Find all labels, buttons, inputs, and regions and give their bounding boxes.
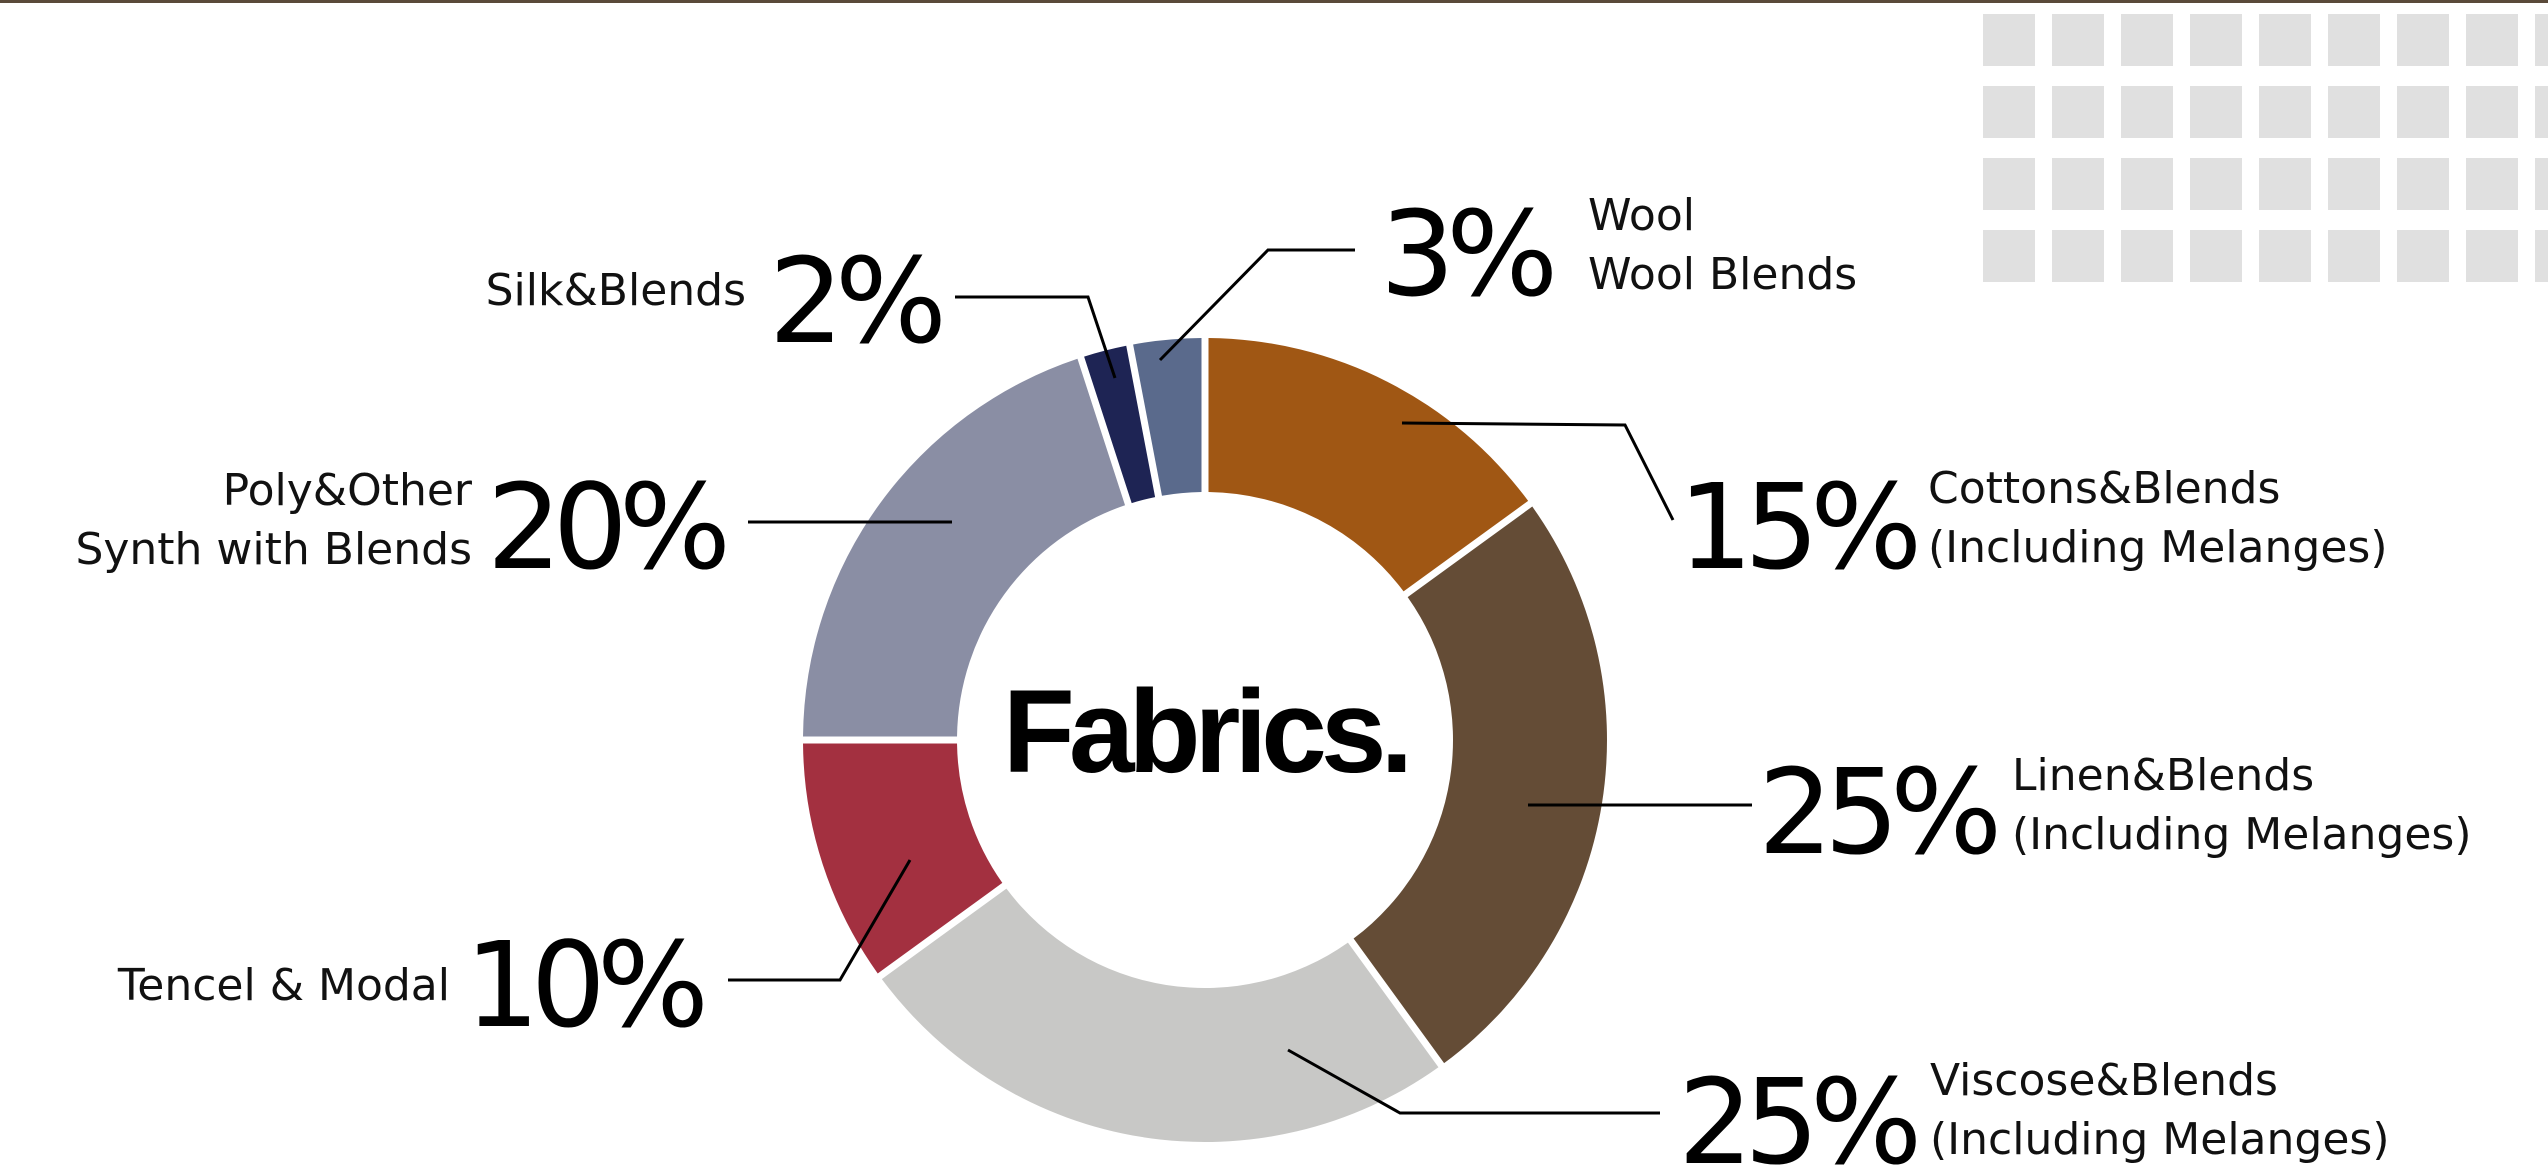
- donut-slice: [1084, 345, 1156, 504]
- slice-category-label: (Including Melanges): [2012, 809, 2472, 860]
- decorative-square: [2121, 86, 2173, 138]
- leader-line: [1158, 248, 1355, 362]
- decorative-square: [2466, 14, 2518, 66]
- decorative-square: [2190, 14, 2242, 66]
- slice-category-label: Wool Blends: [1588, 249, 1857, 300]
- donut-slice: [881, 888, 1439, 1142]
- decorative-square: [2397, 158, 2449, 210]
- decorative-square: [2259, 230, 2311, 282]
- decorative-square: [2121, 230, 2173, 282]
- leader-line: [1401, 421, 1675, 521]
- decorative-square: [2259, 158, 2311, 210]
- decorative-square: [2190, 158, 2242, 210]
- decorative-square: [2535, 230, 2548, 282]
- decorative-square: [2328, 14, 2380, 66]
- decorative-square: [2328, 230, 2380, 282]
- decorative-square: [2052, 86, 2104, 138]
- slice-percent-label: 10%: [465, 916, 703, 1054]
- slice-category-label: Cottons&Blends: [1928, 463, 2280, 514]
- decorative-square: [2328, 158, 2380, 210]
- decorative-square-grid: [1983, 14, 2548, 284]
- decorative-square: [2259, 86, 2311, 138]
- donut-slice: [1133, 338, 1202, 496]
- decorative-square: [2535, 14, 2548, 66]
- slice-category-label: Silk&Blends: [486, 265, 746, 316]
- leader-line: [728, 859, 912, 982]
- decorative-square: [1983, 14, 2035, 66]
- slice-category-label: (Including Melanges): [1928, 522, 2388, 573]
- decorative-square: [2052, 158, 2104, 210]
- slice-percent-label: 3%: [1380, 185, 1552, 323]
- decorative-square: [2190, 230, 2242, 282]
- slice-category-label: Synth with Blends: [75, 524, 472, 575]
- decorative-square: [2052, 14, 2104, 66]
- decorative-square: [2052, 230, 2104, 282]
- decorative-square: [2190, 86, 2242, 138]
- slice-category-label: Wool: [1588, 190, 1695, 241]
- decorative-square: [2466, 230, 2518, 282]
- decorative-square: [2328, 86, 2380, 138]
- leader-lines: [728, 248, 1752, 1115]
- decorative-square: [1983, 86, 2035, 138]
- decorative-square: [2121, 14, 2173, 66]
- decorative-square: [2466, 158, 2518, 210]
- slice-category-label: (Including Melanges): [1930, 1114, 2390, 1165]
- decorative-square: [2535, 86, 2548, 138]
- top-rule-divider: [0, 0, 2548, 3]
- slice-percent-label: 25%: [1678, 1053, 1916, 1168]
- slice-category-label: Tencel & Modal: [117, 960, 450, 1011]
- slice-category-label: Viscose&Blends: [1930, 1055, 2278, 1106]
- slice-percent-label: 15%: [1678, 458, 1916, 596]
- decorative-square: [2121, 158, 2173, 210]
- donut-slice: [1208, 338, 1529, 592]
- decorative-square: [1983, 230, 2035, 282]
- decorative-square: [1983, 158, 2035, 210]
- leader-line: [1287, 1048, 1660, 1115]
- decorative-square: [2535, 158, 2548, 210]
- slice-category-label: Poly&Other: [223, 465, 473, 516]
- decorative-square: [2397, 230, 2449, 282]
- donut-slice: [803, 358, 1126, 737]
- donut-slice: [1353, 506, 1607, 1064]
- slice-percent-label: 20%: [487, 458, 725, 596]
- donut-slices: [803, 338, 1607, 1142]
- slice-labels: 15% Cottons&Blends (Including Melanges) 25%…: [75, 185, 2471, 1168]
- slice-category-label: Linen&Blends: [2012, 750, 2314, 801]
- chart-title: Fabrics.: [1003, 666, 1408, 798]
- decorative-square: [2466, 86, 2518, 138]
- decorative-square: [2397, 86, 2449, 138]
- donut-slice: [803, 743, 1003, 974]
- leader-line: [955, 295, 1117, 379]
- decorative-square: [2259, 14, 2311, 66]
- decorative-square: [2397, 14, 2449, 66]
- slice-percent-label: 25%: [1758, 743, 1996, 881]
- slice-percent-label: 2%: [769, 232, 941, 370]
